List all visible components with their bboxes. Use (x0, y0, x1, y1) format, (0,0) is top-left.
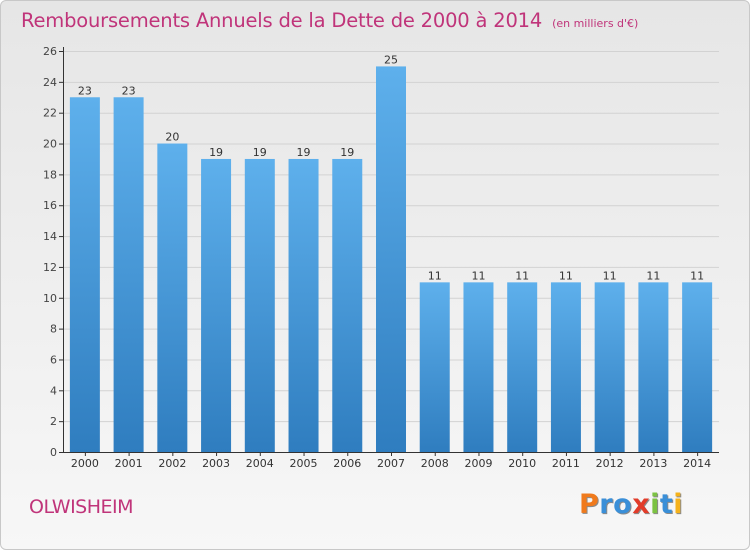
bar (332, 158, 363, 452)
bar-value-label: 11 (559, 269, 573, 282)
bar-value-label: 11 (603, 269, 617, 282)
bar (550, 282, 581, 452)
logo-letter: x (632, 489, 651, 520)
logo-letter: r (599, 489, 614, 520)
bar-value-label: 25 (384, 53, 398, 66)
x-tick-label: 2000 (71, 457, 99, 470)
x-tick-label: 2007 (377, 457, 405, 470)
bar (507, 282, 538, 452)
y-tick-label: 24 (43, 76, 57, 89)
bar (288, 158, 319, 452)
x-tick-label: 2008 (421, 457, 449, 470)
y-tick-label: 2 (50, 415, 57, 428)
bar (376, 66, 406, 452)
x-tick-label: 2005 (290, 457, 318, 470)
y-tick-label: 26 (43, 45, 57, 58)
commune-name: OLWISHEIM (29, 496, 134, 518)
x-tick-label: 2013 (639, 457, 667, 470)
bar (594, 282, 625, 452)
logo-letter: t (659, 489, 674, 520)
axes (59, 47, 719, 456)
bar-value-label: 11 (690, 269, 704, 282)
bar (113, 97, 144, 453)
bar (419, 282, 450, 452)
y-tick-label: 16 (43, 199, 57, 212)
logo-letter: o (613, 489, 633, 520)
bar (69, 97, 100, 453)
x-tick-label: 2014 (683, 457, 711, 470)
y-tick-label: 10 (43, 292, 57, 305)
logo-letter: i (673, 489, 684, 520)
bar-value-label: 11 (515, 269, 529, 282)
y-tick-label: 22 (43, 107, 57, 120)
x-tick-label: 2006 (333, 457, 361, 470)
y-tick-label: 14 (43, 230, 57, 243)
y-tick-label: 6 (50, 353, 57, 366)
logo-letter: P (579, 489, 600, 520)
bar-value-label: 11 (428, 269, 442, 282)
y-tick-label: 0 (50, 446, 57, 459)
y-tick-label: 20 (43, 138, 57, 151)
x-tick-label: 2010 (508, 457, 536, 470)
x-tick-label: 2001 (115, 457, 143, 470)
chart-title-text: Remboursements Annuels de la Dette de 20… (21, 9, 543, 32)
bar-value-label: 23 (78, 84, 92, 97)
y-tick-label: 4 (50, 384, 57, 397)
x-tick-label: 2003 (202, 457, 230, 470)
bar-value-label: 19 (253, 146, 267, 159)
bar-value-label: 11 (646, 269, 660, 282)
x-tick-label: 2002 (158, 457, 186, 470)
x-tick-label: 2009 (464, 457, 492, 470)
bar (638, 282, 669, 452)
bar-value-label: 20 (165, 131, 179, 144)
x-tick-label: 2012 (596, 457, 624, 470)
bar (682, 282, 713, 452)
chart-unit: (en milliers d'€) (552, 17, 639, 30)
bar (463, 282, 494, 452)
chart-title: Remboursements Annuels de la Dette de 20… (21, 9, 638, 32)
bar-value-label: 19 (209, 146, 223, 159)
proxiti-logo[interactable]: Proxiti (579, 489, 683, 520)
bar (157, 143, 188, 453)
logo-letter: i (650, 489, 660, 520)
y-tick-label: 8 (50, 323, 57, 336)
bar (244, 158, 275, 452)
x-tick-label: 2011 (552, 457, 580, 470)
bar (201, 158, 232, 452)
bar-value-label: 23 (122, 84, 136, 97)
y-tick-label: 12 (43, 261, 57, 274)
x-tick-label: 2004 (246, 457, 274, 470)
bar-value-label: 19 (340, 146, 354, 159)
labels: 0246810121416182022242623200023200120200… (43, 45, 711, 470)
bar-value-label: 19 (297, 146, 311, 159)
bar-value-label: 11 (471, 269, 485, 282)
y-tick-label: 18 (43, 168, 57, 181)
bars (69, 66, 713, 453)
